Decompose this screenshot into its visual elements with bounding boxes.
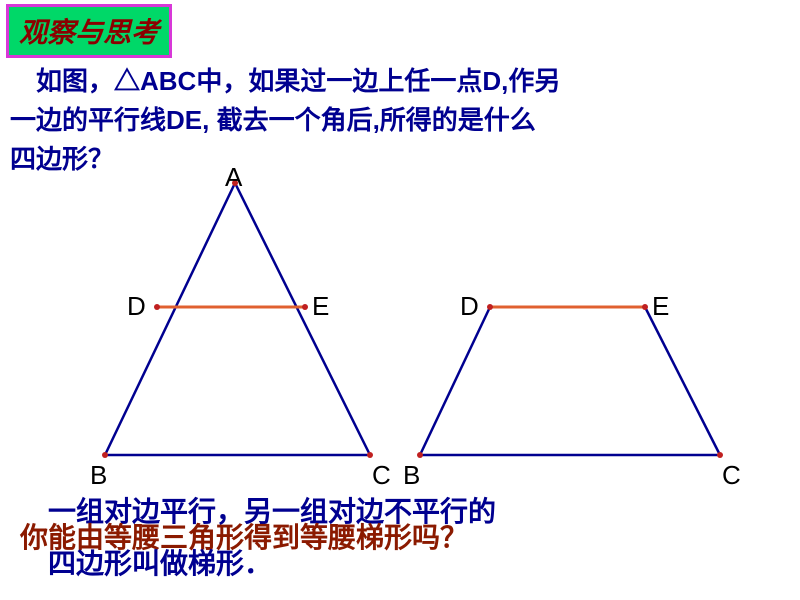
dot-e-right — [642, 304, 648, 310]
dot-b-right — [417, 452, 423, 458]
label-e-left: E — [312, 291, 329, 322]
line-db — [420, 307, 490, 455]
label-e-right: E — [652, 291, 669, 322]
bottom-line-blue2: 四边形叫做梯形． — [48, 542, 272, 582]
label-b-left: B — [90, 460, 107, 491]
label-b-right: B — [403, 460, 420, 491]
label-d-right: D — [460, 291, 479, 322]
dot-c-right — [717, 452, 723, 458]
line-ce — [645, 307, 720, 455]
dot-d-right — [487, 304, 493, 310]
label-c-right: C — [722, 460, 741, 491]
label-c-left: C — [372, 460, 391, 491]
label-a: A — [225, 162, 242, 193]
label-d-left: D — [127, 291, 146, 322]
